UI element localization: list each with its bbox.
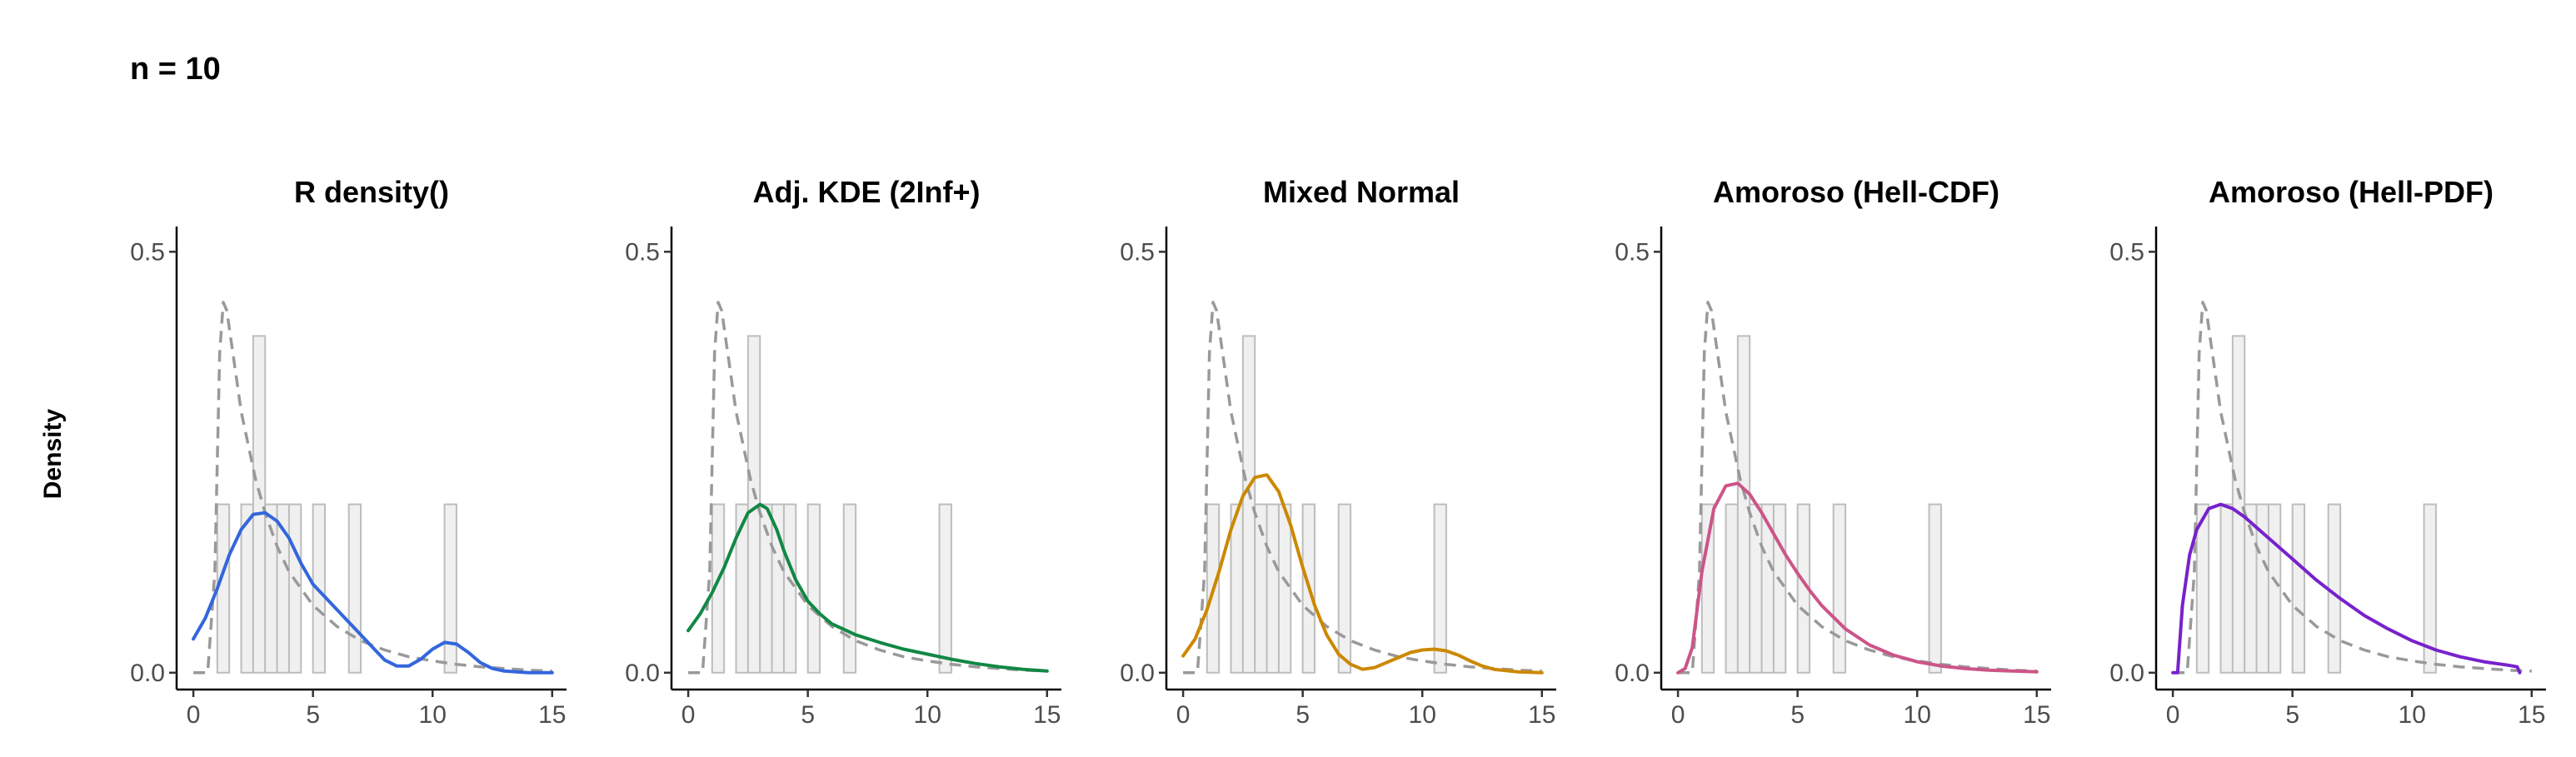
x-tick-label: 5 (1295, 701, 1310, 729)
x-tick-label: 15 (1033, 701, 1061, 729)
estimate-density-line (686, 502, 1049, 673)
histogram-bar-9 (1928, 503, 1942, 674)
y-tick-label: 0.0 (1615, 660, 1650, 687)
x-tick-label: 15 (538, 701, 566, 729)
y-tick-label: 0.0 (130, 660, 165, 687)
histogram-bar-6 (1277, 503, 1292, 674)
panel-title: Mixed Normal (1263, 175, 1460, 209)
histogram-bar-1 (216, 503, 231, 674)
panel-1: R density() 0 5 10 15 0.0 0.5 (130, 175, 567, 729)
panel-3: Mixed Normal 0 5 10 15 0.0 0.5 (1120, 175, 1556, 729)
panel-5: Amoroso (Hell-PDF) 0 5 10 15 0.0 0.5 (2109, 175, 2546, 729)
x-tick-label: 10 (419, 701, 447, 729)
y-tick-label: 0.0 (625, 660, 660, 687)
panel-title: R density() (294, 175, 449, 209)
histogram-bar-9 (443, 503, 457, 674)
x-tick-label: 0 (187, 701, 201, 729)
histogram-bar-7 (2291, 503, 2306, 674)
x-tick-label: 15 (2023, 701, 2050, 729)
panel-title: Adj. KDE (2Inf+) (752, 175, 980, 209)
histogram-bar-7 (806, 503, 821, 674)
histogram-bar-8 (1337, 503, 1352, 674)
y-tick-label: 0.5 (1615, 238, 1650, 266)
histogram-bar-1 (711, 503, 726, 674)
histogram-bar-2 (1725, 503, 1739, 674)
x-tick-label: 5 (801, 701, 815, 729)
x-tick-label: 15 (2518, 701, 2545, 729)
x-tick-label: 5 (1790, 701, 1805, 729)
y-tick-label: 0.5 (1120, 238, 1155, 266)
x-tick-label: 0 (681, 701, 696, 729)
true-density-line (193, 301, 552, 675)
estimate-density-line (2171, 502, 2522, 675)
histogram-bar-5 (1266, 503, 1280, 674)
true-density-line (2173, 301, 2532, 675)
x-tick-label: 0 (2166, 701, 2180, 729)
estimate-density-line (192, 510, 554, 675)
histogram-bar-2 (2219, 503, 2234, 674)
histogram-bar-9 (2423, 503, 2437, 674)
x-tick-label: 5 (306, 701, 320, 729)
histogram-bar-3 (1241, 335, 1256, 674)
x-tick-label: 15 (1528, 701, 1555, 729)
histogram-bar-1 (1700, 503, 1715, 674)
x-tick-label: 10 (2399, 701, 2426, 729)
y-tick-label: 0.5 (2109, 238, 2144, 266)
histogram-bar-2 (1230, 503, 1244, 674)
estimate-density-line (1676, 481, 2039, 675)
histogram-bar-1 (2195, 503, 2210, 674)
histogram-bar-9 (938, 503, 952, 674)
x-tick-label: 10 (1409, 701, 1436, 729)
histogram-bar-6 (782, 503, 797, 674)
true-density-line (1183, 301, 1542, 675)
histogram-bar-6 (287, 503, 302, 674)
y-tick-label: 0.0 (2109, 660, 2144, 687)
y-tick-label: 0.0 (1120, 660, 1155, 687)
histogram-bar-8 (1832, 503, 1847, 674)
histogram-bar-8 (842, 503, 857, 674)
histogram-bar-8 (347, 503, 362, 674)
page-title: n = 10 (130, 52, 221, 87)
histogram-bar-3 (1736, 335, 1751, 674)
x-tick-label: 0 (1671, 701, 1685, 729)
x-tick-label: 10 (1904, 701, 1931, 729)
x-tick-label: 10 (914, 701, 941, 729)
histogram-bar-2 (735, 503, 749, 674)
y-tick-label: 0.5 (130, 238, 165, 266)
histogram-bar-3 (252, 335, 267, 674)
panel-2: Adj. KDE (2Inf+) 0 5 10 15 0.0 0.5 (625, 175, 1061, 729)
histogram-bar-9 (1433, 503, 1447, 674)
true-density-line (688, 301, 1047, 675)
x-tick-label: 5 (2285, 701, 2299, 729)
histogram-bar-3 (2231, 335, 2246, 674)
true-density-line (1678, 301, 2037, 675)
panel-title: Amoroso (Hell-CDF) (1713, 175, 1999, 209)
histogram-bar-6 (2267, 503, 2282, 674)
y-tick-label: 0.5 (625, 238, 660, 266)
estimate-density-line (1181, 473, 1544, 675)
panel-4: Amoroso (Hell-CDF) 0 5 10 15 0.0 0.5 (1615, 175, 2051, 729)
x-tick-label: 0 (1176, 701, 1191, 729)
histogram-bar-6 (1772, 503, 1787, 674)
histogram-bar-8 (2327, 503, 2342, 674)
panel-title: Amoroso (Hell-PDF) (2209, 175, 2494, 209)
